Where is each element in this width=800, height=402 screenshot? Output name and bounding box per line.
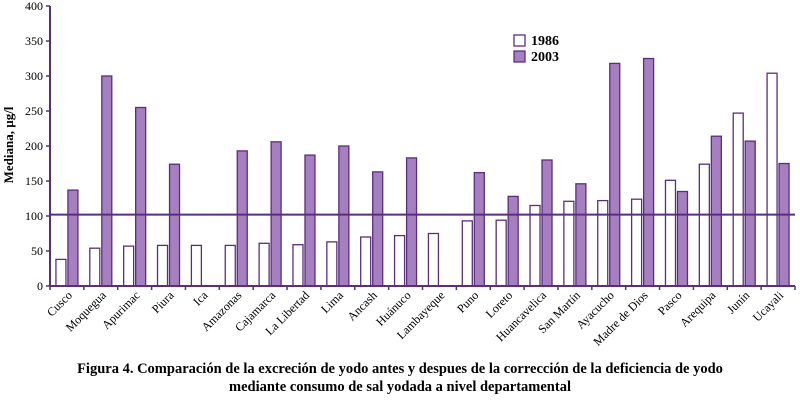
figure-caption: Figura 4. Comparación de la excreción de… xyxy=(0,360,800,396)
y-axis: 0 50 100 150 200 250 300 350 400 xyxy=(25,0,50,293)
bar-1986-madre-de-dios xyxy=(630,198,643,287)
bar-2003-junín xyxy=(744,140,756,287)
bar-2003-apurimac xyxy=(135,106,147,287)
bar-2003-moquegua xyxy=(101,75,113,287)
bar-2003-amazonas xyxy=(236,150,248,287)
legend-swatch-2003 xyxy=(513,50,526,63)
y-tick-label: 200 xyxy=(25,139,43,153)
bar-1986-cusco xyxy=(55,258,67,287)
bar-2003-loreto xyxy=(507,195,519,287)
caption-line-1: Figura 4. Comparación de la excreción de… xyxy=(77,361,723,377)
x-tick-label: Puno xyxy=(454,288,481,315)
bar-2003-arequipa xyxy=(710,135,722,287)
bar-2003-huánuco xyxy=(405,157,418,287)
bar-1986-la-libertad xyxy=(292,244,304,287)
bars xyxy=(55,57,790,287)
bar-2003-ucayali xyxy=(778,162,790,287)
bar-1986-apurimac xyxy=(123,245,135,287)
bar-1986-ayacucho xyxy=(597,199,609,287)
y-axis-label: Mediana, µg/l xyxy=(1,106,16,183)
bar-chart: Mediana, µg/l 0 50 100 150 200 250 300 350 400 C… xyxy=(1,0,796,349)
legend: 1986 2003 xyxy=(513,34,559,65)
bar-2003-ancash xyxy=(372,171,384,287)
legend-label-2003: 2003 xyxy=(531,50,559,65)
bar-1986-amazonas xyxy=(224,244,236,287)
bar-2003-huancavelica xyxy=(541,159,553,287)
y-tick-label: 50 xyxy=(31,244,43,258)
bar-1986-ucayali xyxy=(766,72,778,287)
y-tick-label: 100 xyxy=(25,209,43,223)
bar-1986-huancavelica xyxy=(529,204,541,287)
x-tick-label: Ica xyxy=(190,288,211,309)
x-tick-label: Junín xyxy=(724,288,752,316)
bar-1986-moquegua xyxy=(89,247,101,287)
bar-2003-puno xyxy=(473,171,485,287)
bar-2003-lima xyxy=(338,145,350,287)
x-tick-label: Pasco xyxy=(655,288,685,318)
x-tick-label: Piura xyxy=(149,288,177,316)
bar-1986-arequipa xyxy=(698,163,710,287)
bar-1986-lambayeque xyxy=(427,232,440,287)
bar-1986-piura xyxy=(156,244,169,287)
caption-line-2: mediante consumo de sal yodada a nivel d… xyxy=(229,379,571,395)
legend-swatch-1986 xyxy=(513,34,526,47)
y-tick-label: 300 xyxy=(25,69,43,83)
y-tick-label: 400 xyxy=(25,0,43,13)
bar-1986-loreto xyxy=(495,219,507,287)
bar-1986-ica xyxy=(190,244,203,287)
bar-1986-huánuco xyxy=(393,234,406,287)
x-tick-label: Ucayali xyxy=(750,288,787,325)
y-tick-label: 0 xyxy=(37,279,43,293)
x-tick-label: Arequipa xyxy=(677,288,719,330)
bar-1986-pasco xyxy=(664,179,677,287)
bar-2003-pasco xyxy=(676,190,689,287)
y-tick-label: 350 xyxy=(25,34,43,48)
x-tick-label: Lima xyxy=(318,288,346,316)
bar-2003-madre-de-dios xyxy=(642,57,655,287)
bar-2003-la-libertad xyxy=(304,154,316,287)
y-tick-label: 250 xyxy=(25,104,43,118)
bar-1986-puno xyxy=(461,220,473,287)
bar-2003-piura xyxy=(168,163,181,287)
bar-1986-cajamarca xyxy=(258,242,270,287)
legend-label-1986: 1986 xyxy=(531,34,559,49)
bar-1986-lima xyxy=(326,241,338,287)
bar-2003-san-martín xyxy=(575,183,587,287)
bar-2003-ayacucho xyxy=(609,62,621,287)
y-tick-label: 150 xyxy=(25,174,43,188)
bar-1986-junín xyxy=(732,112,744,287)
x-tick-label: Cusco xyxy=(44,288,75,319)
bar-2003-cusco xyxy=(67,189,79,287)
bar-1986-ancash xyxy=(360,236,372,287)
